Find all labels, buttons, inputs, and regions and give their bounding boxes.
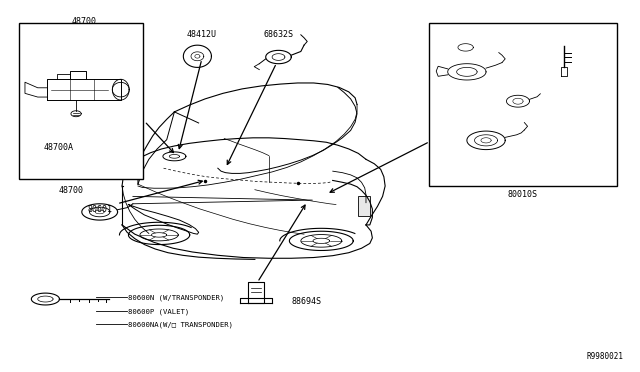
Bar xyxy=(358,196,370,216)
Text: 80600NA(W/□ TRANSPONDER): 80600NA(W/□ TRANSPONDER) xyxy=(129,321,234,328)
Text: 48700A: 48700A xyxy=(43,143,73,153)
Text: 88694S: 88694S xyxy=(291,297,321,306)
Text: 48700: 48700 xyxy=(71,17,96,26)
Text: 80600P (VALET): 80600P (VALET) xyxy=(129,308,189,314)
Text: R9980021: R9980021 xyxy=(586,352,623,361)
Text: 68632S: 68632S xyxy=(264,31,294,39)
Text: 80010S: 80010S xyxy=(508,190,538,199)
Bar xyxy=(429,23,617,186)
Text: 48700: 48700 xyxy=(58,186,83,195)
Bar xyxy=(19,23,143,179)
Text: 48412U: 48412U xyxy=(187,31,217,39)
Text: 80601: 80601 xyxy=(87,205,112,214)
Text: 80600N (W/TRANSPONDER): 80600N (W/TRANSPONDER) xyxy=(129,295,225,301)
